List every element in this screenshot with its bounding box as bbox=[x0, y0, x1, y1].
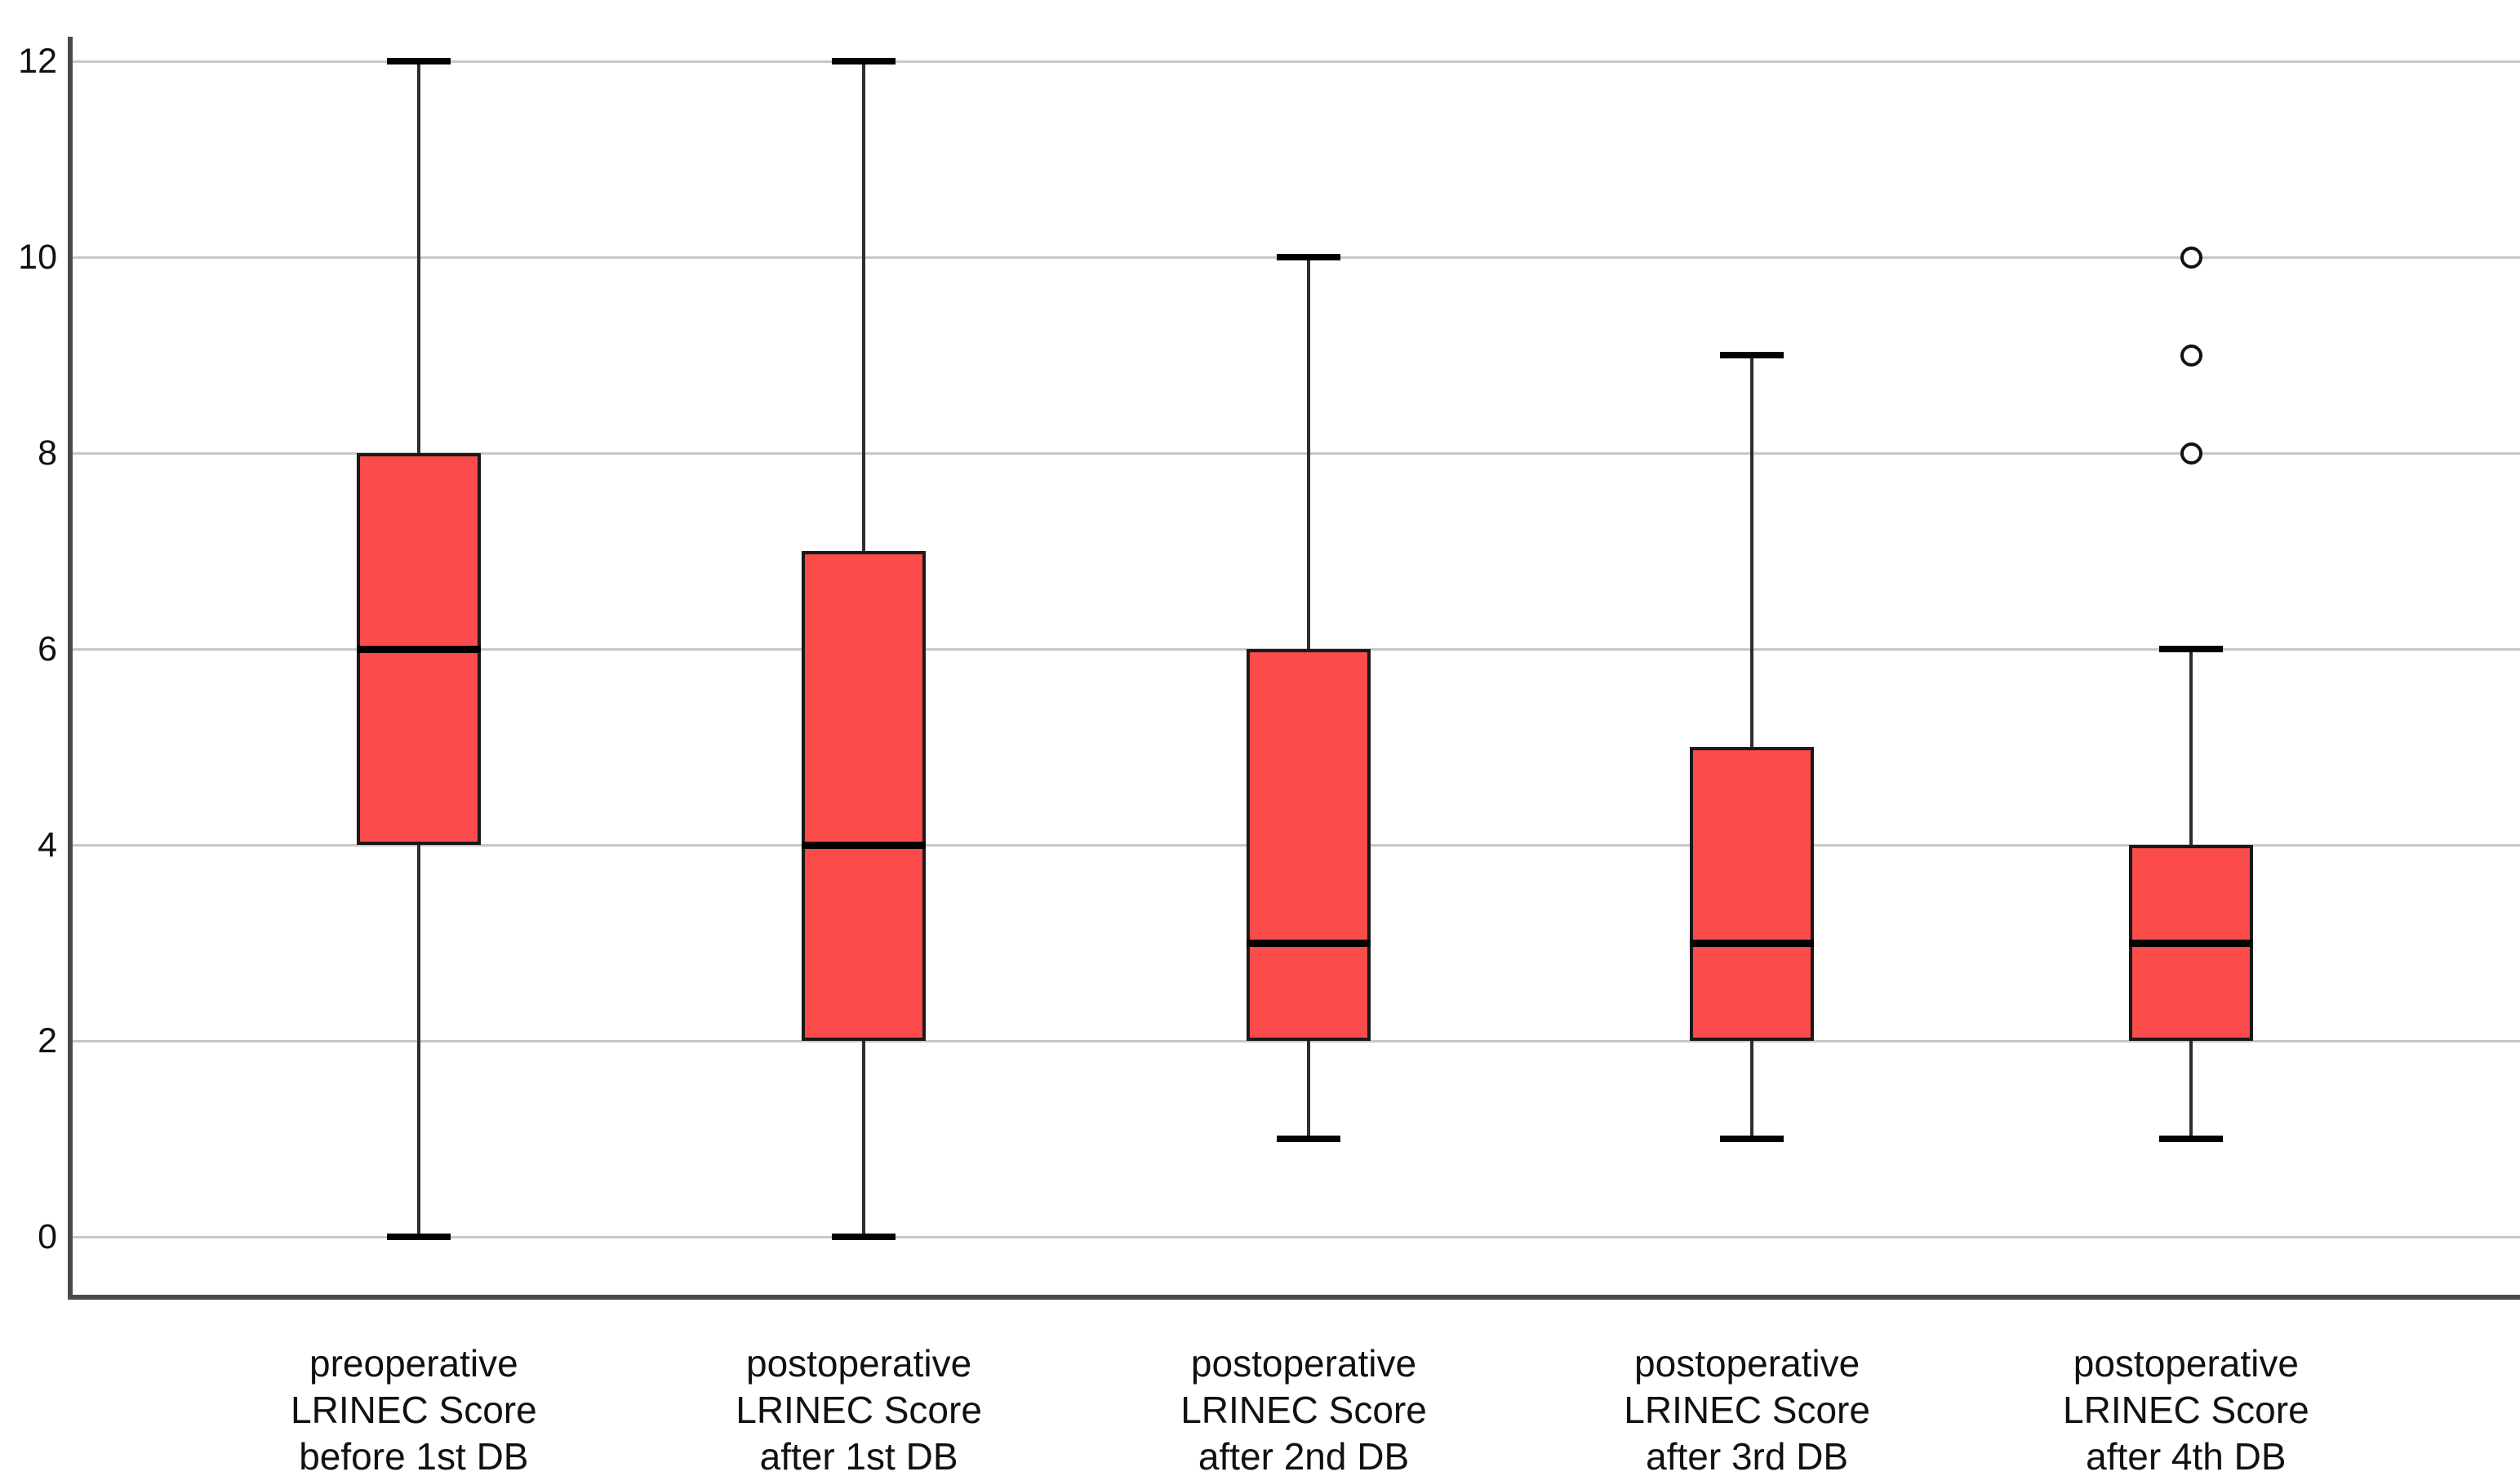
category-label-line: after 4th DB bbox=[2086, 1435, 2287, 1476]
y-tick-label: 10 bbox=[18, 238, 57, 277]
category-label-line: LRINEC Score bbox=[291, 1389, 537, 1431]
gridline bbox=[73, 1040, 2520, 1043]
whisker-cap-min bbox=[1720, 1136, 1784, 1142]
category-label-line: postoperative bbox=[1190, 1342, 1417, 1385]
whisker-cap-min bbox=[832, 1234, 896, 1240]
category-label-line: LRINEC Score bbox=[1624, 1389, 1870, 1431]
category-label: postoperative LRINEC Score after 3rd DB bbox=[1486, 1340, 2008, 1476]
category-label-line: postoperative bbox=[745, 1342, 972, 1385]
whisker-cap-max bbox=[832, 58, 896, 64]
category-label: preoperative LRINEC Score before 1st DB bbox=[153, 1340, 675, 1476]
whisker-stem-lower bbox=[416, 845, 420, 1237]
category-label-line: LRINEC Score bbox=[2063, 1389, 2309, 1431]
whisker-stem-lower bbox=[1307, 1041, 1311, 1139]
gridline bbox=[73, 452, 2520, 455]
category-label: postoperative LRINEC Score after 2nd DB bbox=[1042, 1340, 1565, 1476]
category-label-line: LRINEC Score bbox=[736, 1389, 982, 1431]
whisker-stem-lower bbox=[1750, 1041, 1754, 1139]
plot-area bbox=[68, 37, 2520, 1300]
category-label-line: after 1st DB bbox=[759, 1435, 958, 1476]
box-iqr bbox=[1247, 649, 1371, 1041]
whisker-stem-lower bbox=[862, 1041, 866, 1237]
whisker-stem-upper bbox=[2189, 649, 2193, 845]
median-line bbox=[1247, 940, 1371, 947]
outlier-point bbox=[2180, 345, 2202, 367]
category-label-line: preoperative bbox=[309, 1342, 518, 1385]
y-tick-label: 12 bbox=[18, 42, 57, 81]
box-iqr bbox=[1690, 747, 1815, 1041]
whisker-cap-max bbox=[386, 58, 451, 64]
whisker-cap-min bbox=[1277, 1136, 1341, 1142]
median-line bbox=[356, 646, 481, 653]
y-tick-label: 8 bbox=[38, 433, 57, 473]
category-label-line: before 1st DB bbox=[299, 1435, 529, 1476]
whisker-cap-max bbox=[2158, 646, 2223, 652]
y-tick-label: 4 bbox=[38, 825, 57, 865]
category-label-line: postoperative bbox=[2073, 1342, 2299, 1385]
box-iqr bbox=[802, 551, 927, 1041]
category-label-line: after 3rd DB bbox=[1646, 1435, 1849, 1476]
y-tick-label: 0 bbox=[38, 1217, 57, 1256]
whisker-stem-lower bbox=[2189, 1041, 2193, 1139]
category-label: postoperative LRINEC Score after 1st DB bbox=[598, 1340, 1120, 1476]
gridline bbox=[73, 60, 2520, 63]
category-label-line: postoperative bbox=[1634, 1342, 1860, 1385]
y-tick-label: 2 bbox=[38, 1021, 57, 1060]
whisker-stem-upper bbox=[1307, 257, 1311, 649]
whisker-cap-min bbox=[2158, 1136, 2223, 1142]
outlier-point bbox=[2180, 247, 2202, 269]
median-line bbox=[1690, 940, 1815, 947]
gridline bbox=[73, 1236, 2520, 1238]
category-label: postoperative LRINEC Score after 4th DB bbox=[1925, 1340, 2447, 1476]
whisker-cap-min bbox=[386, 1234, 451, 1240]
whisker-cap-max bbox=[1277, 254, 1341, 260]
whisker-stem-upper bbox=[862, 61, 866, 551]
whisker-stem-upper bbox=[416, 61, 420, 453]
whisker-stem-upper bbox=[1750, 355, 1754, 747]
category-label-line: after 2nd DB bbox=[1198, 1435, 1410, 1476]
y-tick-label: 6 bbox=[38, 629, 57, 669]
whisker-cap-max bbox=[1720, 352, 1784, 358]
median-line bbox=[802, 842, 927, 849]
median-line bbox=[2128, 940, 2253, 947]
category-label-line: LRINEC Score bbox=[1180, 1389, 1427, 1431]
outlier-point bbox=[2180, 442, 2202, 465]
